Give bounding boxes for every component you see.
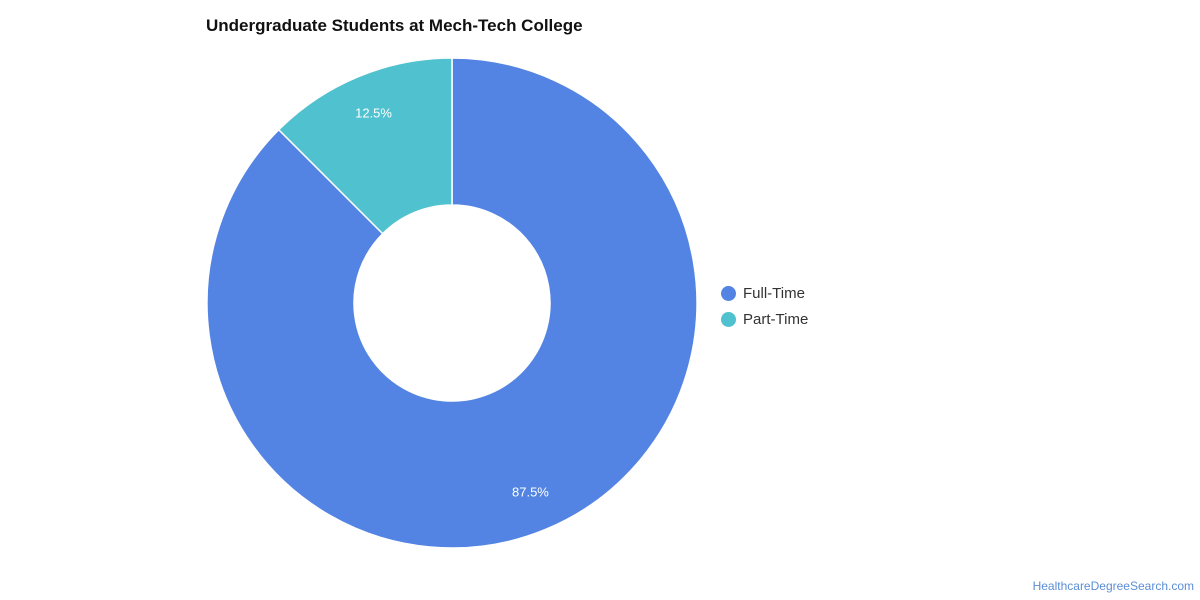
source-link[interactable]: HealthcareDegreeSearch.com [1032, 579, 1194, 593]
legend-swatch-full-time [721, 285, 736, 301]
chart-title: Undergraduate Students at Mech-Tech Coll… [206, 16, 583, 35]
slice-full-time[interactable] [206, 57, 698, 549]
legend-label-full-time: Full-Time [743, 284, 805, 302]
slice-label-part-time: 12.5% [355, 106, 392, 121]
slice-label-full-time: 87.5% [512, 484, 549, 499]
legend-item-part-time[interactable]: Part-Time [721, 306, 808, 332]
legend-label-part-time: Part-Time [743, 310, 809, 328]
legend-swatch-part-time [721, 311, 736, 327]
legend-item-full-time[interactable]: Full-Time [721, 280, 808, 306]
slice-part-time[interactable] [277, 57, 453, 235]
legend: Full-Time Part-Time [721, 280, 808, 332]
